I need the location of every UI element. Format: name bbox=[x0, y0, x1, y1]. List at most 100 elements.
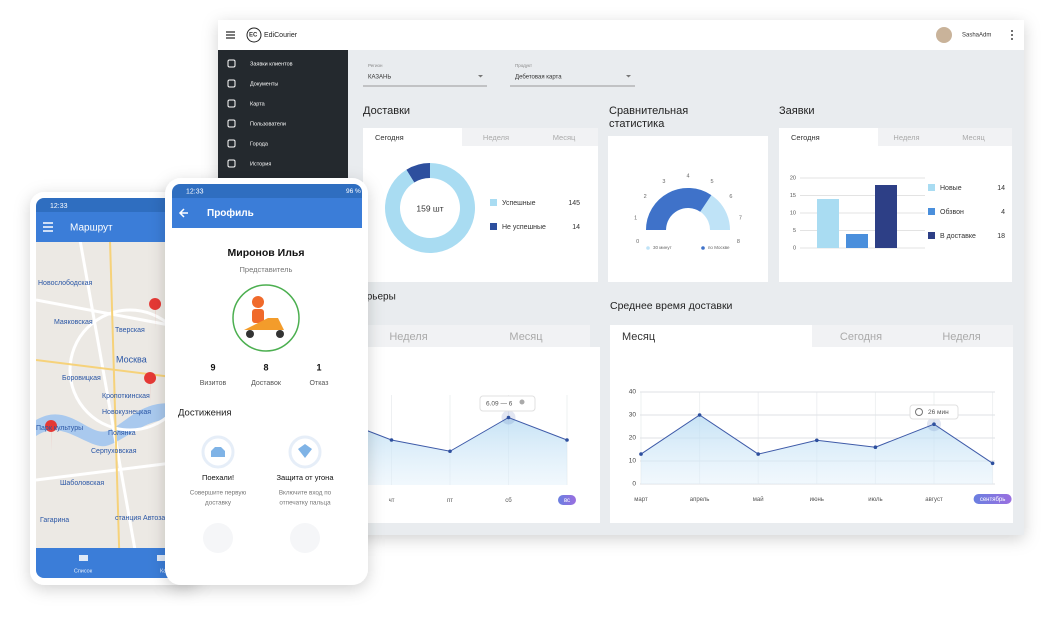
tab[interactable] bbox=[462, 325, 590, 347]
achievement-title: Поехали! bbox=[202, 473, 234, 482]
user-name: Миронов Илья bbox=[228, 247, 305, 259]
map-label: Боровицкая bbox=[62, 375, 101, 382]
tab[interactable] bbox=[530, 128, 598, 146]
menu-item[interactable]: Заявки клиентов bbox=[250, 61, 293, 67]
gauge-tick: 7 bbox=[739, 216, 742, 222]
menu-item[interactable]: Города bbox=[250, 141, 269, 147]
filter-label: Регион bbox=[368, 63, 383, 68]
tab-label[interactable]: Месяц bbox=[509, 331, 543, 343]
legend-swatch bbox=[490, 199, 497, 206]
tab[interactable] bbox=[363, 128, 462, 146]
point bbox=[639, 452, 643, 456]
tab[interactable] bbox=[910, 325, 1013, 347]
bar bbox=[875, 185, 897, 248]
menu-item[interactable]: История bbox=[250, 161, 271, 167]
dropdown-arrow bbox=[626, 75, 631, 78]
x-tick-label: июнь bbox=[810, 497, 824, 503]
section-title: Сравнительная bbox=[609, 105, 688, 117]
achievement-text: Совершите первую bbox=[190, 490, 247, 497]
tab[interactable] bbox=[355, 325, 462, 347]
tab[interactable] bbox=[878, 128, 935, 146]
locked-achievement bbox=[203, 523, 233, 553]
map-label: Парк культуры bbox=[36, 425, 83, 432]
point bbox=[565, 438, 569, 442]
active-pill bbox=[973, 494, 1012, 504]
menu-item[interactable]: Документы bbox=[250, 81, 278, 87]
map-labels: Новослободская Маяковская Тверская Москва Бо… bbox=[36, 279, 191, 524]
menu-item[interactable]: Пользователи bbox=[250, 121, 286, 127]
legend-value: 4 bbox=[1001, 209, 1005, 216]
tab-label[interactable]: Месяц bbox=[962, 133, 985, 142]
back-button[interactable] bbox=[178, 208, 188, 218]
tooltip-text: 26 мин bbox=[928, 409, 949, 416]
tab[interactable] bbox=[812, 325, 910, 347]
map-label: Новокузнецкая bbox=[102, 409, 151, 416]
achievement-text: доставку bbox=[205, 500, 232, 507]
point bbox=[815, 438, 819, 443]
menu-icon[interactable] bbox=[43, 222, 53, 232]
tab-label[interactable]: Сегодня bbox=[840, 331, 882, 343]
bar bbox=[846, 234, 868, 248]
y-tick-label: 30 bbox=[629, 412, 637, 419]
y-tick-label: 5 bbox=[793, 228, 796, 234]
map-label: Маяковская bbox=[54, 319, 93, 326]
status-bar bbox=[36, 198, 196, 212]
tab-label[interactable]: Неделя bbox=[483, 133, 509, 142]
gauge-tick: 5 bbox=[711, 179, 714, 185]
tab-label[interactable]: Неделя bbox=[893, 133, 919, 142]
app-bar bbox=[172, 198, 362, 228]
tab[interactable] bbox=[935, 128, 1012, 146]
x-tick-label: март bbox=[634, 497, 648, 503]
map-label: станция Автозаводская bbox=[115, 515, 191, 522]
filter-value[interactable]: КАЗАНЬ bbox=[368, 75, 391, 81]
map-label: Шаболовская bbox=[60, 479, 104, 487]
tab[interactable] bbox=[779, 128, 878, 146]
map-label: Тверская bbox=[115, 327, 145, 334]
achievement-text: Включите вход по bbox=[279, 490, 332, 497]
tab-label[interactable]: Сегодня bbox=[791, 133, 820, 142]
user-name: SashaAdm bbox=[962, 33, 991, 39]
y-tick-label: 15 bbox=[790, 193, 796, 199]
filter-value[interactable]: Дебетовая карта bbox=[515, 75, 562, 81]
legend-value: 18 bbox=[997, 233, 1005, 240]
logo: EC bbox=[249, 33, 258, 39]
river bbox=[36, 403, 196, 447]
tab-label[interactable]: Месяц bbox=[622, 331, 656, 343]
tab-label[interactable]: Месяц bbox=[553, 133, 576, 142]
filter-label: Продукт bbox=[515, 63, 532, 68]
legend-label: Обзвон bbox=[940, 208, 964, 216]
user-role: Представитель bbox=[240, 265, 293, 274]
menu-icon bbox=[227, 59, 236, 68]
point bbox=[506, 415, 511, 420]
nav-icon[interactable] bbox=[157, 555, 166, 561]
nav-label[interactable]: Список bbox=[74, 568, 93, 574]
phone-body bbox=[165, 178, 368, 585]
avatar[interactable] bbox=[936, 27, 952, 43]
menu-icon[interactable] bbox=[226, 31, 235, 39]
dashboard: EC EdiCourier SashaAdm Заявки клиентов Докум… bbox=[218, 20, 1024, 535]
menu-icon bbox=[227, 119, 236, 128]
map-label: Новослободская bbox=[38, 279, 92, 287]
tooltip-text: 6.09 — 6 bbox=[486, 401, 513, 408]
tab-label[interactable]: Сегодня bbox=[375, 133, 404, 142]
tab[interactable] bbox=[462, 128, 530, 146]
screen-title: Профиль bbox=[207, 207, 254, 219]
x-tick-label: сб bbox=[505, 498, 512, 504]
more-icon[interactable] bbox=[1011, 30, 1013, 40]
achievement-glyph bbox=[298, 444, 312, 458]
tab[interactable] bbox=[610, 325, 812, 347]
tab-label[interactable]: Неделя bbox=[389, 331, 427, 343]
legend-label: Новые bbox=[940, 185, 962, 192]
highlight bbox=[927, 417, 941, 432]
tab-label[interactable]: Неделя bbox=[942, 331, 980, 343]
x-tick-label: июль bbox=[868, 497, 882, 503]
legend-swatch bbox=[928, 184, 935, 191]
nav-icon[interactable] bbox=[79, 555, 88, 561]
y-tick-label: 20 bbox=[790, 175, 796, 181]
active-pill bbox=[558, 495, 576, 505]
point bbox=[873, 445, 878, 450]
x-tick-label: чт bbox=[389, 498, 395, 504]
menu-item[interactable]: Карта bbox=[250, 101, 266, 107]
gauge-tick: 0 bbox=[636, 239, 639, 245]
stat-value: 9 bbox=[210, 362, 215, 372]
